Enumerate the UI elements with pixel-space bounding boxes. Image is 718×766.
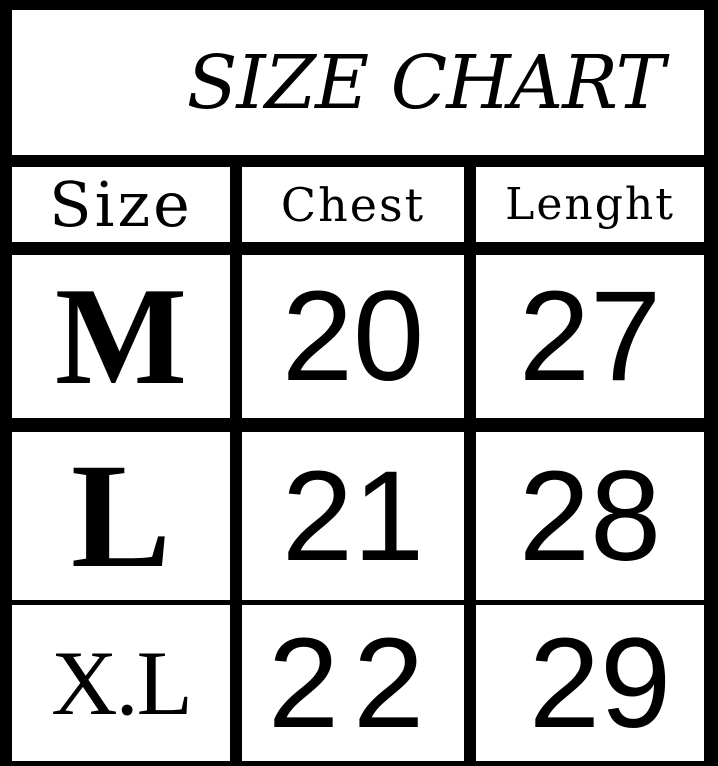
header-chest: Chest (242, 167, 464, 242)
length-l: 28 (476, 432, 704, 600)
chart-title: SIZE CHART (12, 10, 704, 155)
length-xl: 29 (476, 605, 704, 761)
size-xl: X.L (12, 605, 230, 761)
chest-xl: 22 (242, 605, 464, 761)
size-l: L (12, 432, 230, 600)
header-size: Size (12, 167, 230, 242)
chest-l: 21 (242, 432, 464, 600)
header-length: Lenght (476, 167, 704, 242)
length-m: 27 (476, 255, 704, 418)
size-m: M (12, 255, 230, 418)
chest-m: 20 (242, 255, 464, 418)
